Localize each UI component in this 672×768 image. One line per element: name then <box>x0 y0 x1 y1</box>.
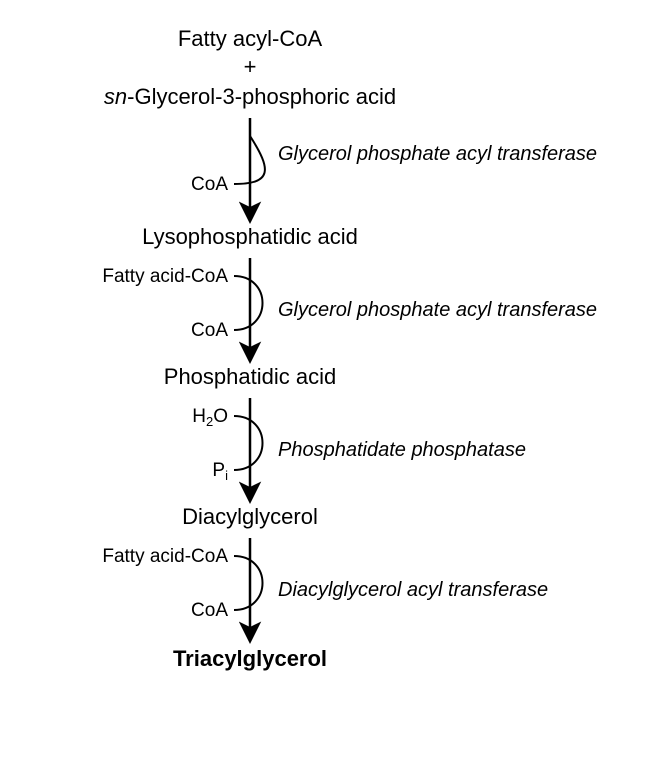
side-out-3: Pi <box>212 460 228 483</box>
compound-sn-glycerol-3-phosphoric-acid: sn-Glycerol-3-phosphoric acid <box>104 84 396 109</box>
side-reaction-curve-4 <box>234 556 263 610</box>
plus-sign: + <box>244 54 257 79</box>
side-reaction-curve-3 <box>234 416 263 470</box>
side-out-1: CoA <box>191 174 228 195</box>
enzyme-label-3: Phosphatidate phosphatase <box>278 439 526 461</box>
side-out-4: CoA <box>191 600 228 621</box>
reaction-arrow-1 <box>234 118 265 212</box>
side-in-2: Fatty acid-CoA <box>102 266 228 287</box>
compound-diacylglycerol: Diacylglycerol <box>182 504 318 529</box>
reaction-arrow-2 <box>234 258 263 352</box>
side-in-4: Fatty acid-CoA <box>102 546 228 567</box>
compound-lysophosphatidic-acid: Lysophosphatidic acid <box>142 224 358 249</box>
enzyme-label-4: Diacylglycerol acyl transferase <box>278 579 548 601</box>
compound-triacylglycerol: Triacylglycerol <box>173 646 327 671</box>
compound-phosphatidic-acid: Phosphatidic acid <box>164 364 336 389</box>
side-in-3: H2O <box>192 406 228 429</box>
enzyme-label-2: Glycerol phosphate acyl transferase <box>278 299 597 321</box>
reaction-arrow-3 <box>234 398 263 492</box>
compound-fatty-acyl-coa: Fatty acyl-CoA <box>178 26 323 51</box>
side-out-2: CoA <box>191 320 228 341</box>
reaction-arrow-4 <box>234 538 263 632</box>
side-reaction-curve-2 <box>234 276 263 330</box>
enzyme-label-1: Glycerol phosphate acyl transferase <box>278 143 597 165</box>
